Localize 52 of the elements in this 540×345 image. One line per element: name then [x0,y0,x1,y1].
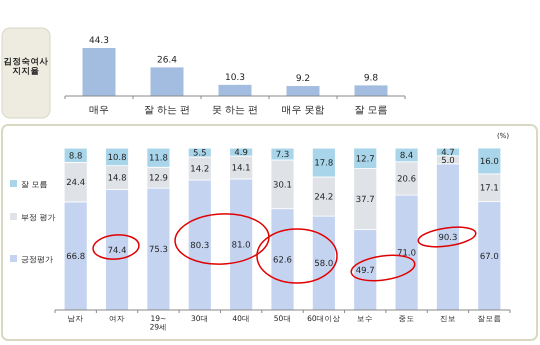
data-label: 12.7 [356,154,375,164]
data-label: 66.8 [66,252,86,262]
data-label: 11.8 [148,154,168,164]
data-label: 37.7 [356,195,375,206]
data-label: 10.8 [108,152,127,163]
data-label: 74.4 [108,246,127,256]
bar [82,48,116,96]
data-label: 4.9 [234,148,248,158]
bar [354,85,388,96]
legend-label: 긍정평가 [21,255,53,264]
data-label: 44.3 [88,36,110,46]
data-label: 75.3 [148,245,168,256]
data-label: 8.4 [400,150,414,161]
x-tick-label: 매우 못함 [281,105,325,116]
x-tick-label: 잘 모름 [354,105,388,116]
bar [150,67,184,96]
data-label: 81.0 [232,240,251,250]
data-label: 14.8 [108,174,127,184]
data-label: 5.5 [193,148,207,159]
bar [218,84,252,96]
legend-label: 잘 모름 [21,180,48,189]
x-tick-label: 못 하는 편 [212,105,258,116]
bar [286,86,320,96]
data-label: 14.1 [232,164,251,174]
data-label: 14.2 [190,164,210,175]
data-label: 67.0 [480,252,499,262]
data-label: 62.6 [273,255,292,266]
x-tick-label: 매우 [89,105,109,116]
data-label: 90.3 [438,232,458,243]
data-label: 26.4 [156,55,178,66]
data-label: 9.2 [296,74,310,84]
data-label: 17.1 [480,184,499,194]
x-tick-label: 잘 하는 편 [144,105,190,116]
data-label: 20.6 [397,174,416,184]
data-label: 10.3 [224,72,246,83]
data-label: 5.0 [441,156,455,166]
data-label: 16.0 [480,156,499,167]
data-label: 30.1 [273,180,292,190]
data-label: 4.7 [441,148,455,158]
data-label: 24.2 [314,192,334,203]
data-label: 24.4 [66,178,86,188]
data-label: 12.9 [148,174,168,184]
data-label: 7.3 [276,150,290,160]
data-label: 71.0 [397,248,416,259]
data-label: 17.8 [314,158,334,169]
data-label: 49.7 [356,266,375,276]
data-label: 8.8 [68,151,82,162]
legend-label: 부정 평가 [21,213,56,222]
text: 김정숙여사 지지율 [4,57,48,76]
data-label: 58.0 [314,259,334,270]
data-label: 80.3 [190,241,210,252]
data-label: 9.8 [364,73,378,84]
